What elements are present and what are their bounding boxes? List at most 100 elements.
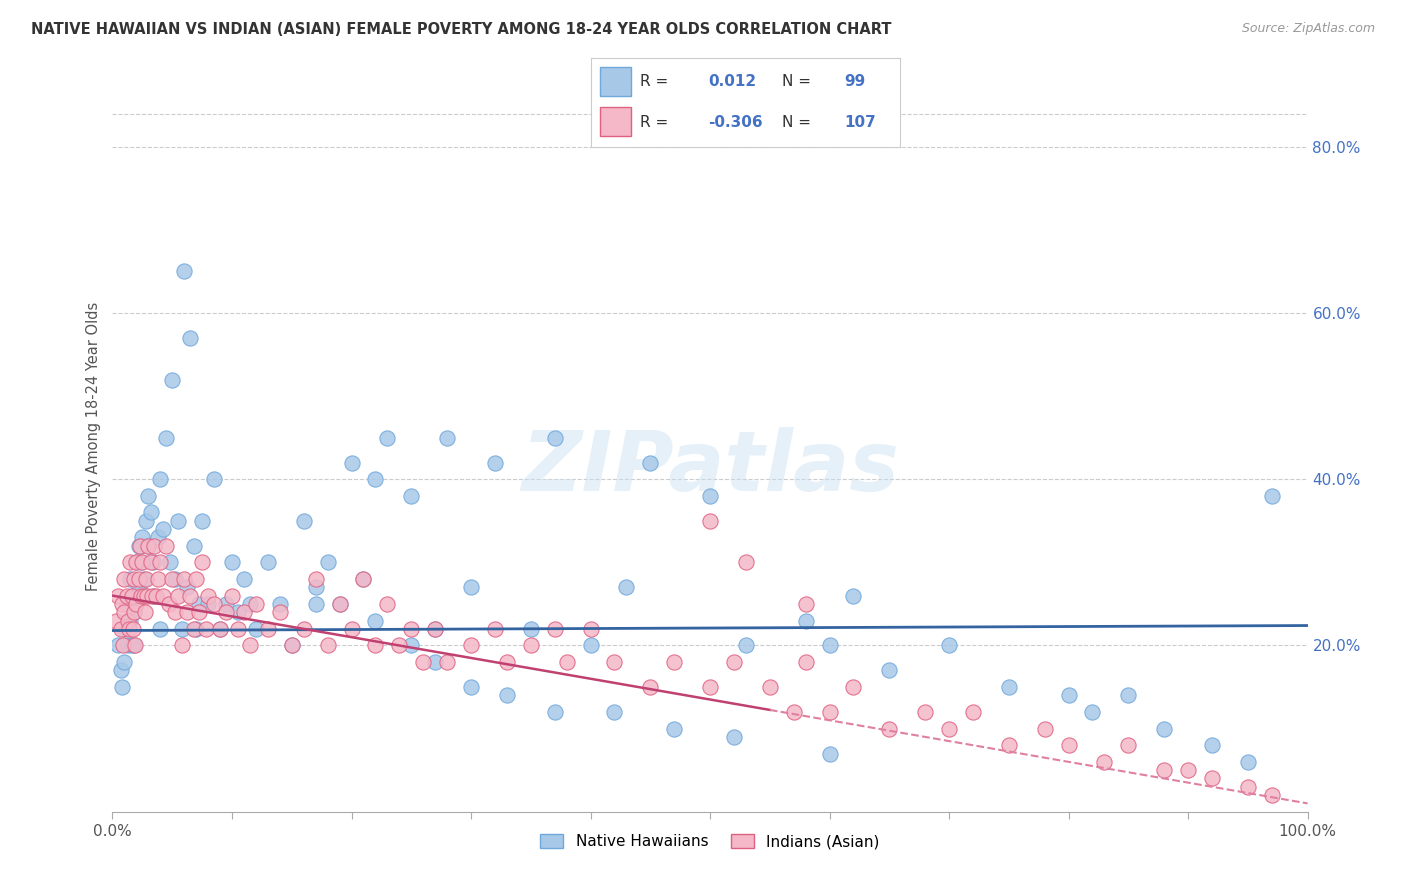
Point [173, 264, 195, 278]
Point [412, 655, 434, 669]
Point [202, 597, 225, 611]
Point [579, 639, 602, 653]
Point [543, 431, 565, 445]
Point [879, 664, 901, 678]
Point [139, 506, 162, 520]
Point [352, 572, 374, 586]
Point [125, 555, 148, 569]
Point [146, 530, 169, 544]
Point [173, 572, 195, 586]
Text: R =: R = [640, 74, 668, 88]
Point [401, 639, 423, 653]
Point [114, 622, 135, 636]
Point [305, 580, 328, 594]
Point [215, 597, 238, 611]
Point [129, 539, 152, 553]
Point [1237, 780, 1260, 794]
Point [131, 555, 153, 569]
Point [145, 589, 167, 603]
Point [699, 489, 721, 503]
Point [842, 589, 865, 603]
Point [352, 572, 374, 586]
Point [938, 722, 960, 736]
Point [281, 639, 304, 653]
Point [163, 572, 186, 586]
Point [496, 689, 519, 703]
Point [124, 639, 146, 653]
Point [1153, 722, 1175, 736]
Point [110, 664, 132, 678]
Point [364, 639, 387, 653]
Point [1201, 738, 1223, 752]
Point [603, 705, 626, 719]
Point [122, 639, 145, 653]
Point [555, 655, 578, 669]
Point [136, 589, 159, 603]
Point [138, 489, 160, 503]
Point [139, 555, 162, 569]
Y-axis label: Female Poverty Among 18-24 Year Olds: Female Poverty Among 18-24 Year Olds [86, 301, 101, 591]
Point [664, 655, 686, 669]
Point [257, 555, 280, 569]
Point [167, 514, 190, 528]
Point [460, 580, 482, 594]
Text: 107: 107 [844, 115, 876, 129]
Point [138, 539, 160, 553]
Point [120, 614, 142, 628]
Point [818, 747, 841, 761]
Point [1177, 763, 1199, 777]
Point [197, 589, 219, 603]
Point [128, 539, 150, 553]
Point [818, 705, 841, 719]
Point [603, 655, 626, 669]
FancyBboxPatch shape [600, 67, 631, 96]
Point [233, 572, 256, 586]
Point [221, 555, 243, 569]
Point [226, 605, 249, 619]
Text: 99: 99 [844, 74, 866, 88]
Point [938, 639, 960, 653]
Point [143, 589, 166, 603]
Point [121, 639, 143, 653]
Point [186, 572, 208, 586]
Point [759, 680, 782, 694]
Point [209, 622, 232, 636]
Point [292, 514, 315, 528]
Point [121, 589, 143, 603]
Point [305, 597, 328, 611]
Point [167, 589, 190, 603]
Point [122, 605, 145, 619]
Point [329, 597, 352, 611]
Point [111, 680, 134, 694]
Point [723, 730, 745, 744]
Point [1201, 772, 1223, 786]
Text: -0.306: -0.306 [709, 115, 762, 129]
Point [735, 639, 758, 653]
Point [484, 456, 506, 470]
Point [914, 705, 936, 719]
FancyBboxPatch shape [600, 107, 631, 136]
Point [209, 622, 232, 636]
Point [138, 539, 160, 553]
Point [794, 655, 817, 669]
Point [115, 589, 138, 603]
Point [149, 555, 172, 569]
Point [110, 622, 132, 636]
Point [1237, 755, 1260, 769]
Point [1261, 489, 1284, 503]
Point [176, 580, 198, 594]
Point [112, 639, 135, 653]
Point [699, 680, 721, 694]
Point [129, 555, 152, 569]
Point [121, 622, 143, 636]
Text: N =: N = [782, 115, 811, 129]
Point [117, 639, 139, 653]
Point [818, 639, 841, 653]
Point [616, 580, 638, 594]
Point [484, 622, 506, 636]
Point [794, 597, 817, 611]
Point [134, 605, 156, 619]
Text: Source: ZipAtlas.com: Source: ZipAtlas.com [1241, 22, 1375, 36]
Point [111, 597, 134, 611]
Point [221, 589, 243, 603]
